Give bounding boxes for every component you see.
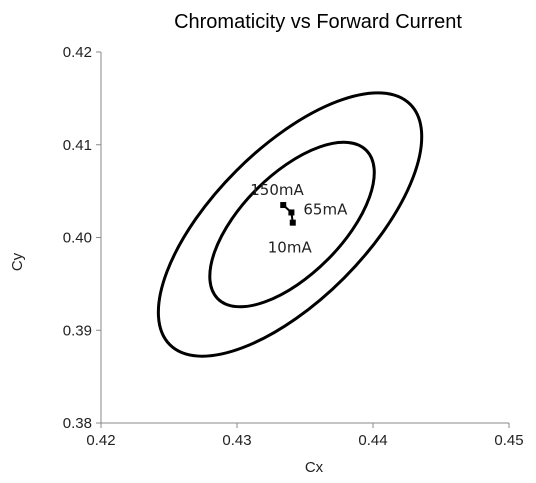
axes xyxy=(96,51,510,428)
y-tick-label: 0.38 xyxy=(63,415,92,432)
data-point xyxy=(280,202,287,209)
data-point xyxy=(288,209,295,216)
inner-ellipse xyxy=(208,140,376,309)
chart-title: Chromaticity vs Forward Current xyxy=(174,11,462,33)
ellipses xyxy=(156,91,424,358)
x-tick-labels: 0.42 0.43 0.44 0.45 xyxy=(86,432,523,449)
x-tick-label: 0.44 xyxy=(358,432,387,449)
y-tick-label: 0.42 xyxy=(63,44,92,61)
y-tick-label: 0.41 xyxy=(63,137,92,154)
x-axis-label: Cx xyxy=(305,459,324,476)
data-label: 65mA xyxy=(303,200,348,218)
x-tick-label: 0.45 xyxy=(494,432,523,449)
y-axis-label: Cy xyxy=(9,252,26,271)
outer-ellipse xyxy=(156,91,424,358)
y-tick-label: 0.40 xyxy=(63,230,92,247)
y-tick-label: 0.39 xyxy=(63,322,92,339)
data-point xyxy=(289,219,296,226)
x-tick-label: 0.42 xyxy=(86,432,115,449)
data-series xyxy=(280,202,296,226)
data-label: 150mA xyxy=(250,181,304,199)
data-label: 10mA xyxy=(268,239,313,257)
y-tick-labels: 0.38 0.39 0.40 0.41 0.42 xyxy=(63,44,92,432)
x-tick-label: 0.43 xyxy=(222,432,251,449)
